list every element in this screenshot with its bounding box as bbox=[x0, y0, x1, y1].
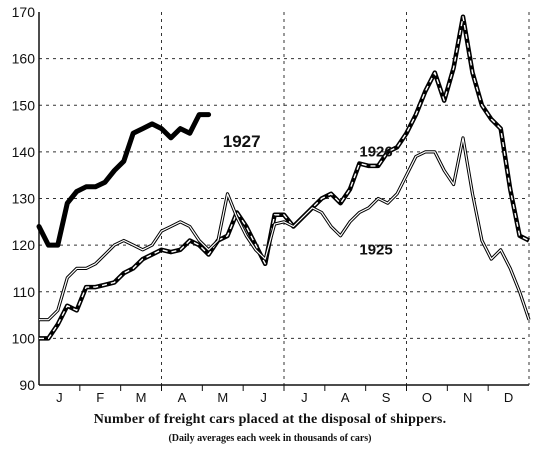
y-tick-label: 160 bbox=[12, 51, 36, 67]
x-tick-label: O bbox=[422, 390, 432, 405]
series-1925 bbox=[39, 136, 531, 322]
x-tick-label: M bbox=[136, 390, 147, 405]
series-annotations: 1927 1926 1925 bbox=[223, 132, 393, 258]
x-tick-label: J bbox=[301, 390, 308, 405]
series-1926 bbox=[39, 14, 531, 341]
y-tick-label: 110 bbox=[13, 284, 36, 300]
chart-subtitle: (Daily averages each week in thousands o… bbox=[168, 433, 372, 444]
series-label-1926: 1926 bbox=[359, 144, 392, 161]
series-lines bbox=[36, 14, 531, 341]
x-tick-label: S bbox=[382, 390, 391, 405]
tick-labels: 90 100 110 120 130 140 150 160 170 J F M A M J J A S O N D bbox=[12, 4, 514, 405]
series-1927 bbox=[36, 112, 212, 248]
y-tick-label: 140 bbox=[12, 144, 36, 160]
grid-lines bbox=[39, 12, 529, 385]
y-tick-label: 150 bbox=[12, 97, 36, 113]
x-tick-label: A bbox=[341, 390, 350, 405]
x-tick-label: J bbox=[260, 390, 267, 405]
x-tick-label: A bbox=[178, 390, 187, 405]
x-tick-label: D bbox=[504, 390, 513, 405]
series-line-1927 bbox=[36, 112, 212, 248]
series-label-1925: 1925 bbox=[359, 241, 392, 258]
y-tick-label: 100 bbox=[12, 330, 36, 346]
y-tick-label: 130 bbox=[12, 191, 36, 207]
series-line-inner-1925 bbox=[39, 137, 530, 321]
y-tick-label: 170 bbox=[12, 4, 36, 20]
axes bbox=[38, 12, 530, 391]
x-tick-label: M bbox=[217, 390, 228, 405]
y-tick-label: 90 bbox=[19, 377, 35, 393]
y-tick-label: 120 bbox=[12, 237, 36, 253]
x-tick-label: N bbox=[463, 390, 472, 405]
chart-title: Number of freight cars placed at the dis… bbox=[93, 412, 447, 427]
series-line-inner-1926 bbox=[39, 16, 530, 340]
x-tick-label: J bbox=[56, 390, 63, 405]
x-tick-label: F bbox=[96, 390, 104, 405]
series-label-1927: 1927 bbox=[223, 132, 261, 151]
